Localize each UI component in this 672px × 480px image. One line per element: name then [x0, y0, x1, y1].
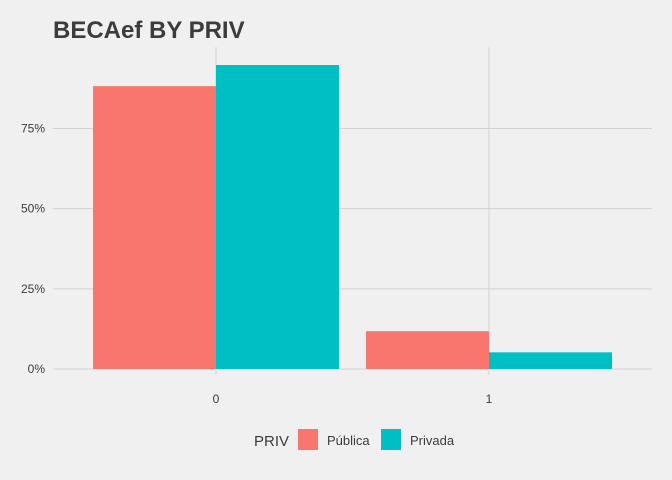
y-axis: 0% 25% 50% 75%	[21, 121, 45, 376]
legend-label: Pública	[327, 433, 370, 448]
bars	[93, 65, 612, 370]
legend-key-p-blica	[298, 429, 318, 450]
x-tick-label: 1	[486, 392, 493, 406]
y-tick-label: 25%	[21, 282, 45, 296]
x-tick-label: 0	[213, 392, 220, 406]
chart-title: BECAef BY PRIV	[53, 17, 245, 44]
y-tick-label: 50%	[21, 202, 45, 216]
bar-privada-1	[489, 352, 612, 369]
bar-p-blica-0	[93, 86, 216, 370]
y-tick-label: 75%	[21, 121, 45, 135]
bar-privada-0	[216, 65, 339, 369]
bar-p-blica-1	[366, 331, 489, 369]
legend-title: PRIV	[254, 433, 289, 450]
legend: PRIV Pública Privada	[254, 429, 455, 450]
y-tick-label: 0%	[28, 362, 46, 376]
legend-key-privada	[381, 429, 401, 450]
legend-label: Privada	[410, 433, 455, 448]
